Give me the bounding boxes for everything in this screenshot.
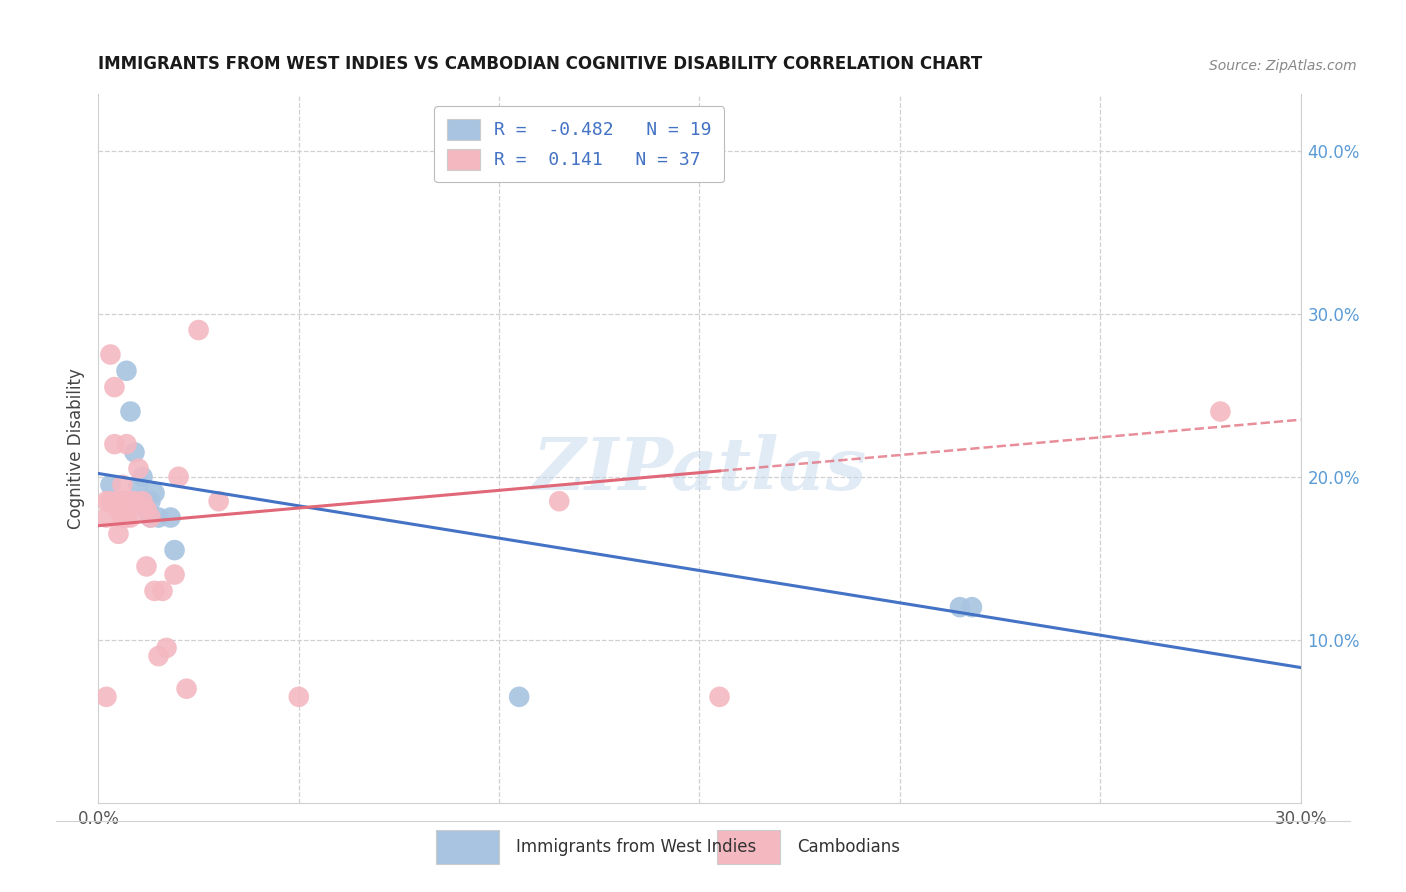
Point — [96, 690, 118, 704]
Point — [143, 583, 166, 598]
Point — [508, 690, 530, 704]
Point — [148, 510, 170, 524]
Point — [139, 494, 162, 508]
Text: Source: ZipAtlas.com: Source: ZipAtlas.com — [1209, 59, 1357, 73]
Text: Immigrants from West Indies: Immigrants from West Indies — [516, 838, 756, 856]
Point — [115, 437, 138, 451]
Point — [120, 494, 142, 508]
Point — [159, 510, 181, 524]
Point — [163, 567, 186, 582]
Point — [949, 600, 972, 615]
Point — [139, 510, 162, 524]
Point — [128, 461, 150, 475]
Y-axis label: Cognitive Disability: Cognitive Disability — [66, 368, 84, 529]
Point — [128, 478, 150, 492]
Point — [152, 583, 174, 598]
Point — [128, 494, 150, 508]
Point — [135, 559, 157, 574]
Point — [960, 600, 983, 615]
Point — [100, 347, 122, 361]
Point — [131, 494, 153, 508]
Point — [155, 640, 177, 655]
Point — [96, 510, 118, 524]
Point — [107, 502, 129, 516]
Point — [163, 543, 186, 558]
Point — [135, 494, 157, 508]
Point — [111, 494, 134, 508]
Text: ZIPatlas: ZIPatlas — [533, 434, 866, 505]
Point — [100, 494, 122, 508]
Text: Cambodians: Cambodians — [797, 838, 900, 856]
Point — [120, 404, 142, 418]
Point — [139, 510, 162, 524]
Point — [1209, 404, 1232, 418]
Point — [288, 690, 311, 704]
Point — [103, 380, 125, 394]
Text: IMMIGRANTS FROM WEST INDIES VS CAMBODIAN COGNITIVE DISABILITY CORRELATION CHART: IMMIGRANTS FROM WEST INDIES VS CAMBODIAN… — [98, 55, 983, 73]
Point — [176, 681, 198, 696]
Point — [107, 526, 129, 541]
Point — [100, 478, 122, 492]
Point — [107, 494, 129, 508]
Point — [115, 510, 138, 524]
Point — [131, 494, 153, 508]
Point — [143, 486, 166, 500]
FancyBboxPatch shape — [436, 830, 499, 863]
Point — [111, 478, 134, 492]
Point — [103, 437, 125, 451]
Point — [208, 494, 231, 508]
Point — [131, 469, 153, 483]
Point — [96, 494, 118, 508]
Point — [187, 323, 209, 337]
Point — [135, 502, 157, 516]
Point — [115, 364, 138, 378]
Point — [709, 690, 731, 704]
Point — [167, 469, 190, 483]
Point — [120, 510, 142, 524]
Point — [124, 445, 146, 459]
Point — [115, 494, 138, 508]
Point — [124, 494, 146, 508]
Point — [111, 510, 134, 524]
FancyBboxPatch shape — [717, 830, 780, 863]
Point — [548, 494, 571, 508]
Legend: R =  -0.482   N = 19, R =  0.141   N = 37: R = -0.482 N = 19, R = 0.141 N = 37 — [434, 106, 724, 182]
Point — [135, 502, 157, 516]
Point — [148, 649, 170, 664]
